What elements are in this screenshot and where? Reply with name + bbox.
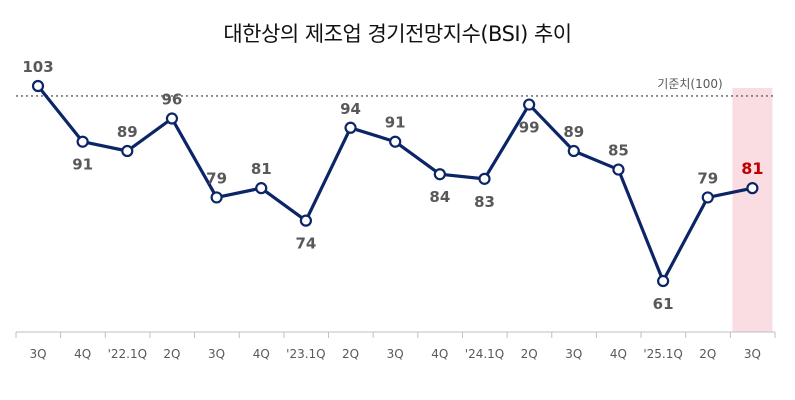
data-point: [121, 144, 134, 158]
data-point: [76, 135, 89, 148]
x-tick-label: '25.1Q: [643, 347, 682, 361]
data-point: [210, 191, 223, 204]
data-point: [299, 214, 312, 227]
data-label: 74: [295, 235, 316, 253]
x-tick-label: 2Q: [163, 347, 180, 361]
data-label: 85: [608, 142, 629, 160]
data-point: [31, 79, 45, 93]
data-label: 61: [653, 295, 674, 313]
x-tick-label: 3Q: [744, 347, 761, 361]
x-tick-label: 3Q: [208, 347, 225, 361]
x-tick-label: 4Q: [74, 347, 91, 361]
data-point: [612, 163, 625, 176]
data-label: 83: [474, 193, 495, 211]
data-point: [255, 182, 268, 195]
x-tick-label: '22.1Q: [108, 347, 147, 361]
x-tick-label: 4Q: [253, 347, 270, 361]
data-label: 96: [162, 91, 183, 109]
x-tick-label: 2Q: [521, 347, 538, 361]
x-tick-label: 3Q: [565, 347, 582, 361]
reference-label: 기준치(100): [657, 77, 722, 91]
data-label: 99: [519, 119, 540, 137]
data-label: 91: [72, 156, 93, 174]
x-tick-label: 3Q: [387, 347, 404, 361]
x-tick-label: '24.1Q: [465, 347, 504, 361]
chart-title: 대한상의 제조업 경기전망지수(BSI) 추이: [223, 22, 572, 46]
data-label: 81: [741, 159, 763, 178]
data-label: 89: [117, 123, 138, 141]
data-label: 81: [251, 160, 272, 178]
data-label: 79: [697, 169, 718, 187]
x-tick-label: 4Q: [431, 347, 448, 361]
x-tick-label: 2Q: [342, 347, 359, 361]
x-tick-label: '23.1Q: [286, 347, 325, 361]
data-label: 79: [206, 169, 227, 187]
data-point: [746, 182, 759, 195]
x-tick-label: 2Q: [699, 347, 716, 361]
data-point: [433, 168, 446, 181]
data-point: [523, 98, 536, 111]
data-label: 89: [563, 123, 584, 141]
x-tick-label: 3Q: [29, 347, 46, 361]
data-point: [656, 274, 670, 288]
data-label: 103: [22, 58, 53, 76]
data-point: [389, 135, 402, 148]
data-label: 91: [385, 114, 406, 132]
data-label: 94: [340, 100, 361, 118]
data-label: 84: [429, 188, 450, 206]
data-point: [344, 121, 357, 134]
highlight-band: [732, 88, 773, 332]
data-point: [165, 112, 179, 125]
x-tick-label: 4Q: [610, 347, 627, 361]
data-point: [478, 172, 491, 185]
data-point: [701, 191, 714, 204]
data-point: [567, 144, 580, 158]
